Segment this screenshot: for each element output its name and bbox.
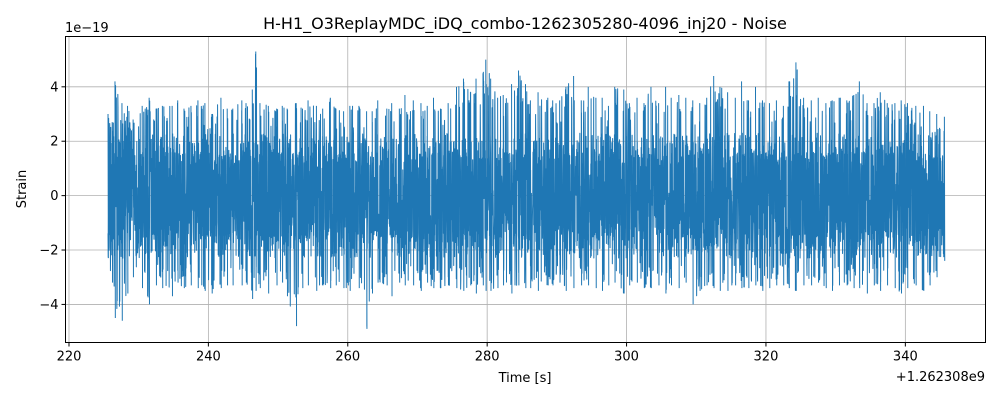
x-tick-label: 240 <box>196 350 221 365</box>
y-scale-offset-label: 1e−19 <box>65 21 109 36</box>
x-tick-label: 220 <box>57 350 82 365</box>
chart-title: H-H1_O3ReplayMDC_iDQ_combo-1262305280-40… <box>263 14 787 34</box>
strain-noise-line <box>107 51 946 329</box>
x-tick-label: 280 <box>475 350 500 365</box>
x-axis-label: Time [s] <box>498 371 552 386</box>
y-axis-label: Strain <box>15 170 30 209</box>
y-tick-label: 0 <box>50 189 58 204</box>
axes-frame <box>65 36 986 343</box>
x-tick-label: 260 <box>335 350 360 365</box>
x-tick-label: 320 <box>754 350 779 365</box>
y-tick-label: −4 <box>39 298 58 313</box>
x-tick-label: 300 <box>614 350 639 365</box>
plot-area <box>107 51 946 329</box>
y-tick-label: −2 <box>39 244 58 259</box>
x-tick-label: 340 <box>893 350 918 365</box>
x-offset-label: +1.262308e9 <box>896 370 985 385</box>
y-tick-label: 4 <box>50 80 58 95</box>
y-tick-label: 2 <box>50 135 58 150</box>
tick-layer: 220 240 260 280 300 320 340 −4 −2 0 2 4 <box>39 80 917 364</box>
